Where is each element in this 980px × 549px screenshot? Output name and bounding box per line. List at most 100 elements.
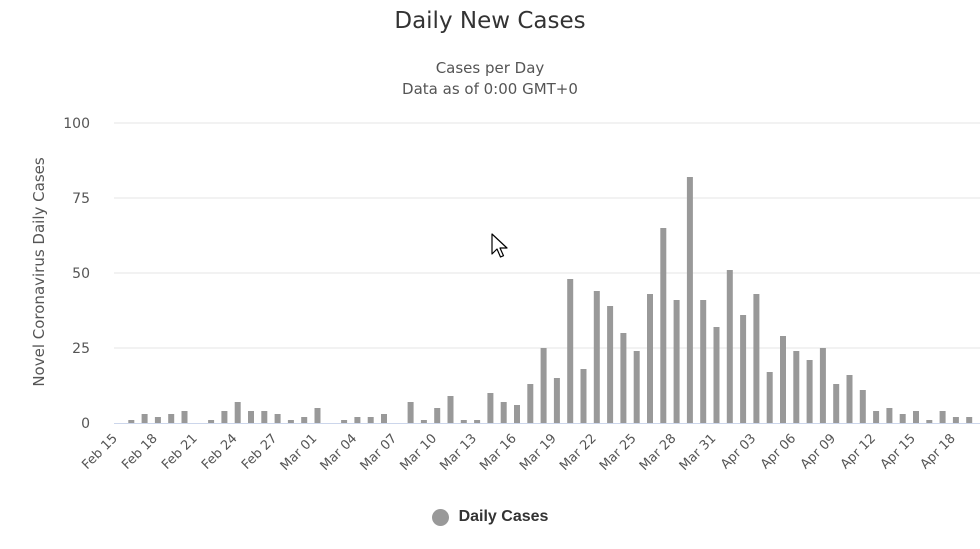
bar[interactable]	[434, 408, 441, 423]
subtitle-line-2: Data as of 0:00 GMT+0	[402, 80, 578, 98]
bar[interactable]	[766, 372, 773, 423]
bar[interactable]	[261, 411, 268, 423]
bar[interactable]	[553, 378, 560, 423]
bar[interactable]	[740, 315, 747, 423]
bar[interactable]	[527, 384, 534, 423]
y-axis-title: Novel Coronavirus Daily Cases	[30, 157, 48, 387]
bar[interactable]	[274, 414, 281, 423]
bar[interactable]	[859, 390, 866, 423]
bar[interactable]	[154, 417, 161, 423]
x-tick-label: Apr 15	[878, 431, 919, 472]
bar[interactable]	[341, 420, 348, 423]
bar[interactable]	[833, 384, 840, 423]
x-tick-label: Apr 03	[718, 431, 759, 472]
bar[interactable]	[873, 411, 880, 423]
bar[interactable]	[540, 348, 547, 423]
bar[interactable]	[128, 420, 135, 423]
bar[interactable]	[793, 351, 800, 423]
bar[interactable]	[726, 270, 733, 423]
x-tick-label: Apr 06	[758, 431, 799, 472]
bar[interactable]	[633, 351, 640, 423]
x-tick-label: Feb 24	[199, 431, 241, 473]
bar[interactable]	[447, 396, 454, 423]
bar[interactable]	[966, 417, 973, 423]
bar[interactable]	[886, 408, 893, 423]
x-tick-label: Apr 09	[798, 431, 839, 472]
x-tick-label: Apr 12	[838, 431, 879, 472]
bar[interactable]	[593, 291, 600, 423]
bar[interactable]	[607, 306, 614, 423]
x-tick-label: Mar 25	[597, 431, 640, 474]
bar[interactable]	[580, 369, 587, 423]
x-tick-label: Mar 13	[437, 431, 480, 474]
legend: Daily Cases	[0, 508, 980, 531]
bar[interactable]	[381, 414, 387, 423]
bar-series	[128, 177, 973, 423]
subtitle-line-1: Cases per Day	[435, 59, 545, 77]
bar[interactable]	[181, 411, 188, 423]
mouse-cursor-icon	[491, 233, 508, 258]
x-tick-label: Mar 28	[637, 431, 680, 474]
bar[interactable]	[700, 300, 707, 423]
x-tick-label: Feb 15	[79, 431, 121, 473]
x-tick-label: Mar 10	[397, 431, 440, 474]
x-tick-label: Apr 18	[918, 431, 959, 472]
bar[interactable]	[939, 411, 946, 423]
bar[interactable]	[301, 417, 308, 423]
y-tick-label: 25	[72, 341, 90, 357]
bar[interactable]	[474, 420, 481, 423]
bar[interactable]	[952, 417, 959, 423]
bar[interactable]	[487, 393, 494, 423]
bar[interactable]	[314, 408, 321, 423]
bar[interactable]	[420, 420, 427, 423]
bar[interactable]	[819, 348, 826, 423]
grid-lines	[114, 122, 980, 349]
x-tick-label: Feb 27	[239, 431, 281, 473]
bar[interactable]	[354, 417, 361, 423]
y-tick-label: 75	[72, 191, 90, 207]
x-tick-label: Feb 21	[159, 431, 201, 473]
bar[interactable]	[407, 402, 414, 423]
bar[interactable]	[141, 414, 148, 423]
bar[interactable]	[780, 336, 786, 423]
bar[interactable]	[221, 411, 228, 423]
x-tick-label: Feb 18	[119, 431, 161, 473]
x-tick-label: Mar 07	[358, 431, 401, 474]
bar[interactable]	[500, 402, 507, 423]
legend-item-daily-cases[interactable]: Daily Cases	[431, 508, 549, 526]
legend-label: Daily Cases	[458, 508, 549, 525]
bar[interactable]	[673, 300, 680, 423]
bar[interactable]	[660, 228, 667, 423]
bar[interactable]	[913, 411, 919, 423]
x-tick-label: Mar 19	[517, 431, 560, 474]
bar[interactable]	[753, 294, 760, 423]
y-tick-label: 0	[81, 416, 90, 432]
bar[interactable]	[248, 411, 254, 423]
x-tick-label: Mar 31	[677, 431, 720, 474]
x-tick-label: Mar 22	[557, 431, 600, 474]
bar[interactable]	[234, 402, 241, 423]
chart-subtitle: Cases per Day Data as of 0:00 GMT+0	[0, 58, 980, 100]
bar[interactable]	[647, 294, 653, 423]
bar[interactable]	[208, 420, 215, 423]
bar[interactable]	[686, 177, 693, 423]
y-tick-label: 50	[72, 266, 90, 282]
legend-marker	[431, 508, 449, 526]
bar[interactable]	[287, 420, 294, 423]
bar[interactable]	[367, 417, 374, 423]
bar[interactable]	[168, 414, 175, 423]
bar[interactable]	[846, 375, 853, 423]
bar[interactable]	[926, 420, 933, 423]
bar[interactable]	[713, 327, 720, 423]
bar[interactable]	[620, 333, 627, 423]
bar[interactable]	[460, 420, 467, 423]
y-tick-label: 100	[63, 116, 90, 132]
x-tick-label: Mar 01	[278, 431, 321, 474]
x-tick-label: Mar 04	[318, 431, 361, 474]
bar[interactable]	[567, 279, 574, 423]
bar[interactable]	[806, 360, 813, 423]
bar[interactable]	[899, 414, 906, 423]
bar[interactable]	[514, 405, 520, 423]
